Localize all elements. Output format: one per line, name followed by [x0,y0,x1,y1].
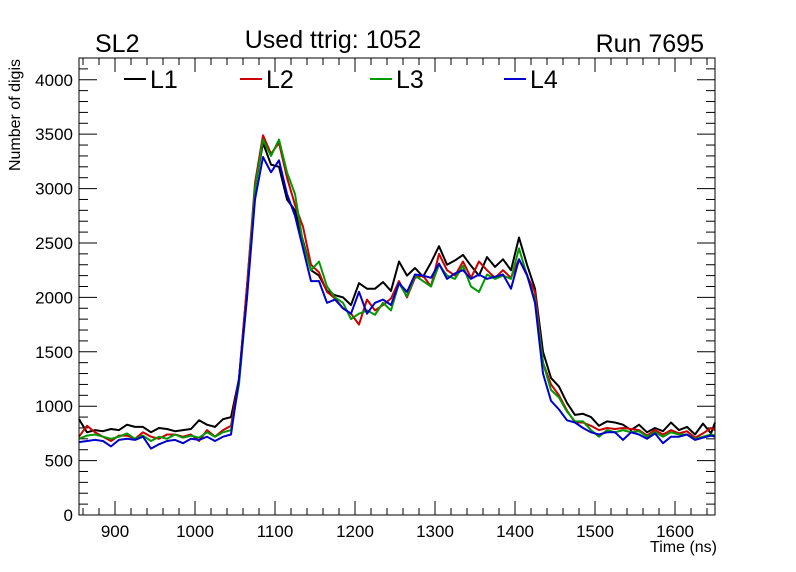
y-tick-label: 1500 [35,343,73,362]
x-tick-label: 900 [101,522,129,541]
legend: L1 L2 L3 L4 [124,66,558,94]
x-tick-label: 1600 [656,522,694,541]
series-line-l4 [78,156,716,450]
x-axis-label: Time (ns) [650,539,717,556]
y-tick-label: 0 [64,506,73,525]
x-tick-label: 1300 [416,522,454,541]
legend-label-l1: L1 [150,66,178,94]
data-series [78,134,716,450]
legend-label-l4: L4 [530,66,558,94]
series-line-l1 [78,141,716,436]
x-tick-label: 1100 [257,522,294,541]
x-tick-label: 1400 [496,522,534,541]
chart-title: Used ttrig: 1052 [245,26,422,54]
y-tick-label: 1000 [35,397,73,416]
superlayer-label: SL2 [95,30,139,58]
x-tick-label: 1200 [336,522,374,541]
y-tick-label: 3500 [35,125,73,144]
x-tick-label: 1000 [176,522,214,541]
axis-ticks: 900 1000 1100 1200 1300 1400 1500 1600 0 500 1000 1… [35,57,715,541]
y-tick-label: 2000 [35,288,73,307]
legend-label-l2: L2 [266,66,294,94]
y-tick-label: 2500 [35,234,73,253]
y-tick-label: 4000 [35,71,73,90]
x-tick-label: 1500 [576,522,614,541]
y-tick-label: 500 [45,452,73,471]
y-axis-label: Number of digis [7,59,24,171]
run-label: Run 7695 [596,30,704,58]
legend-label-l3: L3 [396,66,424,94]
y-tick-label: 3000 [35,180,73,199]
plot-frame [78,57,716,516]
